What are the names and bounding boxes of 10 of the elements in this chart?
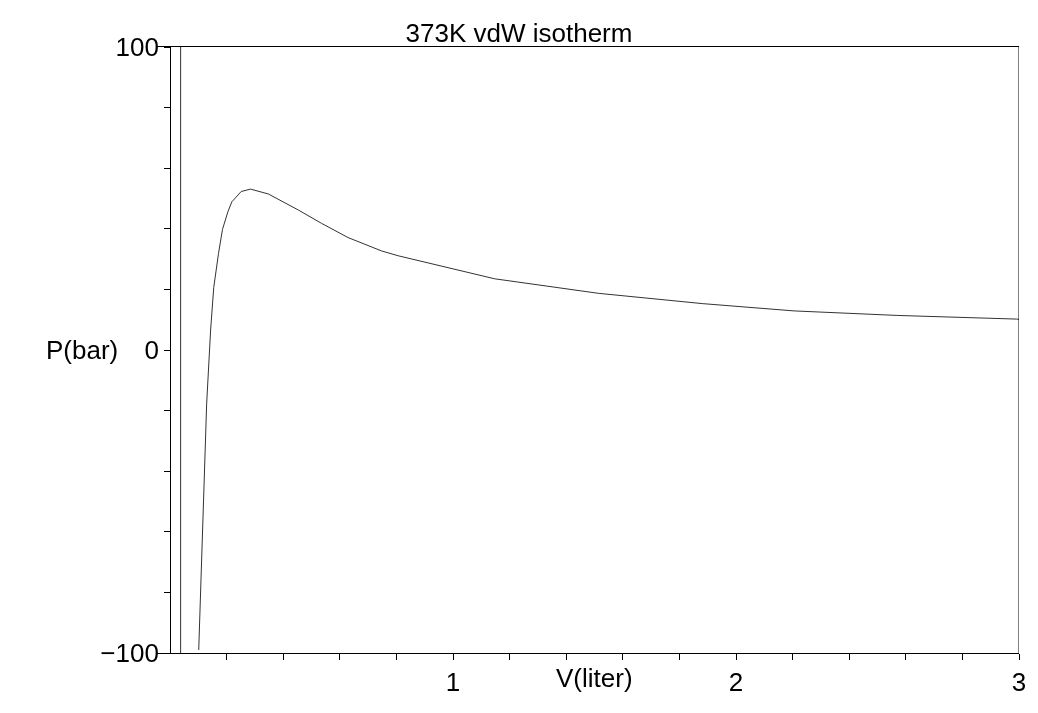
y-tick-label: −100 <box>100 638 159 669</box>
y-axis-title: P(bar) <box>46 335 119 365</box>
y-tick-label: 0 <box>144 335 159 366</box>
line-series <box>198 188 1019 651</box>
x-tick-label: 1 <box>445 667 461 698</box>
x-axis-title: V(liter) <box>556 663 633 693</box>
x-tick-label: 3 <box>1011 667 1027 698</box>
y-tick-label: 100 <box>115 32 159 63</box>
x-tick-label: 2 <box>728 667 744 698</box>
chart-title: 373K vdW isotherm <box>405 18 633 49</box>
